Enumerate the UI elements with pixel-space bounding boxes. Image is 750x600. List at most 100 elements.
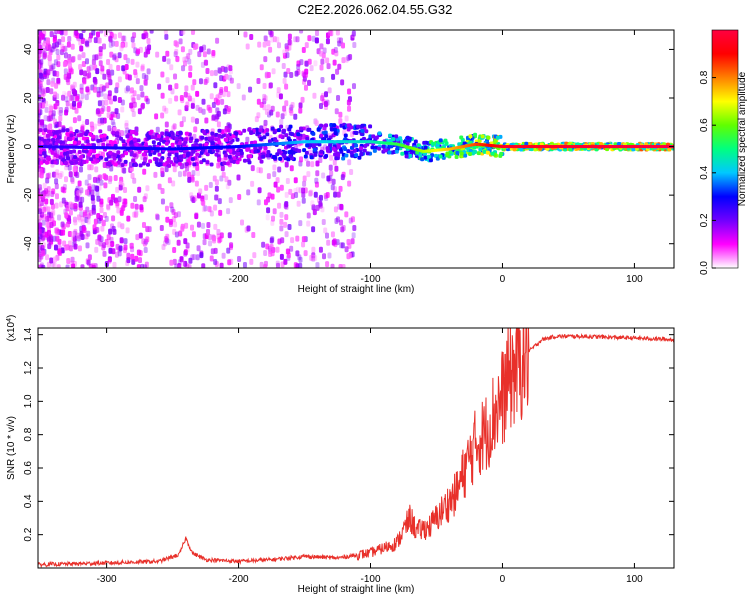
noise-cell xyxy=(194,180,199,187)
noise-cell xyxy=(38,86,43,93)
band-cell xyxy=(422,140,427,145)
ridge-cell xyxy=(215,145,219,149)
noise-cell xyxy=(301,47,306,54)
noise-cell xyxy=(109,165,114,172)
noise-cell xyxy=(259,64,264,71)
noise-cell xyxy=(290,193,295,200)
noise-cell xyxy=(200,222,205,229)
noise-cell xyxy=(52,118,57,125)
ridge-cell xyxy=(339,140,342,144)
ridge-cell xyxy=(101,146,105,150)
noise-cell xyxy=(307,35,312,42)
ridge-cell xyxy=(602,145,605,149)
noise-cell xyxy=(38,107,41,114)
noise-cell xyxy=(64,96,69,103)
band-cell xyxy=(108,140,113,145)
noise-cell xyxy=(270,105,275,112)
ridge-cell xyxy=(231,145,235,149)
noise-cell xyxy=(190,116,195,123)
band-cell xyxy=(443,138,448,143)
noise-cell xyxy=(209,93,214,100)
band-cell xyxy=(66,156,71,161)
band-cell xyxy=(360,123,365,128)
noise-cell xyxy=(218,236,223,243)
noise-cell xyxy=(347,252,352,259)
noise-cell xyxy=(191,30,196,35)
noise-cell xyxy=(78,201,83,208)
x-tick-label: 0 xyxy=(500,274,506,285)
noise-cell xyxy=(213,258,218,265)
noise-cell xyxy=(52,235,57,242)
ridge-cell xyxy=(599,145,602,149)
band-cell xyxy=(266,149,271,154)
ridge-cell xyxy=(572,145,575,149)
noise-cell xyxy=(349,168,354,175)
noise-cell xyxy=(262,104,267,111)
ridge-cell xyxy=(203,146,206,150)
ridge-cell xyxy=(576,145,580,149)
noise-cell xyxy=(140,102,145,109)
ridge-cell xyxy=(588,145,591,149)
ridge-cell xyxy=(382,141,385,145)
noise-cell xyxy=(312,209,317,216)
band-cell xyxy=(405,141,410,146)
ridge-cell xyxy=(434,148,437,152)
colorbar-tick-label: 0.0 xyxy=(699,261,710,275)
noise-cell xyxy=(58,109,63,116)
noise-cell xyxy=(91,59,96,66)
ridge-cell xyxy=(660,145,664,149)
band-cell xyxy=(207,136,212,141)
ridge-cell xyxy=(637,145,640,149)
noise-cell xyxy=(46,115,51,122)
band-cell xyxy=(490,151,495,156)
ridge-cell xyxy=(68,145,72,149)
noise-cell xyxy=(119,129,124,136)
noise-cell xyxy=(49,46,54,53)
ridge-cell xyxy=(618,145,621,149)
ridge-cell xyxy=(71,145,75,149)
noise-cell xyxy=(57,30,62,35)
ridge-cell xyxy=(125,146,129,150)
band-cell xyxy=(324,123,329,128)
noise-cell xyxy=(130,172,135,179)
ridge-cell xyxy=(260,143,263,147)
noise-cell xyxy=(202,44,207,51)
noise-cell xyxy=(318,157,323,164)
noise-cell xyxy=(66,41,71,48)
noise-cell xyxy=(80,92,85,99)
noise-cell xyxy=(175,55,180,62)
noise-cell xyxy=(227,259,232,266)
ridge-cell xyxy=(265,143,268,147)
noise-cell xyxy=(176,211,181,218)
noise-cell xyxy=(205,67,210,74)
noise-cell xyxy=(180,260,185,267)
y-multiplier-base: (x10 xyxy=(6,321,17,341)
band-cell xyxy=(448,149,453,154)
noise-cell xyxy=(45,254,50,261)
band-cell xyxy=(311,131,316,136)
ridge-cell xyxy=(307,140,311,144)
band-cell xyxy=(63,161,68,166)
noise-cell xyxy=(219,262,224,268)
noise-cell xyxy=(47,172,52,179)
noise-cell xyxy=(325,57,330,64)
noise-cell xyxy=(54,202,59,209)
noise-cell xyxy=(243,31,248,38)
noise-cell xyxy=(169,202,174,209)
noise-cell xyxy=(123,244,128,251)
ridge-cell xyxy=(334,140,338,144)
ridge-cell xyxy=(464,144,468,148)
ridge-cell xyxy=(614,145,618,149)
ridge-cell xyxy=(59,145,62,149)
ridge-cell xyxy=(367,140,371,144)
ridge-cell xyxy=(478,142,482,146)
noise-cell xyxy=(120,180,125,187)
noise-cell xyxy=(64,164,69,171)
band-cell xyxy=(133,162,138,167)
noise-cell xyxy=(303,250,308,257)
noise-cell xyxy=(71,263,76,268)
ridge-cell xyxy=(418,148,422,152)
band-cell xyxy=(38,136,42,141)
noise-cell xyxy=(136,264,141,268)
ridge-cell xyxy=(342,140,346,144)
